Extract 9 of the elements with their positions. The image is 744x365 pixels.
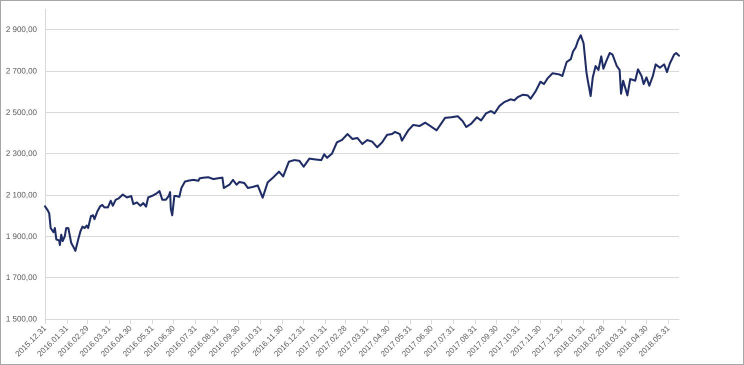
y-tick-label: 1 500,00 — [6, 314, 38, 324]
line-series — [44, 34, 680, 252]
y-tick-label: 2 100,00 — [6, 190, 38, 200]
y-tick-label: 2 300,00 — [6, 149, 38, 158]
y-tick-label: 2 900,00 — [6, 25, 38, 34]
y-tick-label: 2 500,00 — [6, 108, 38, 117]
y-tick-label: 1 700,00 — [6, 273, 38, 282]
y-tick-label: 1 900,00 — [6, 232, 38, 241]
y-tick-label: 2 700,00 — [6, 66, 38, 76]
